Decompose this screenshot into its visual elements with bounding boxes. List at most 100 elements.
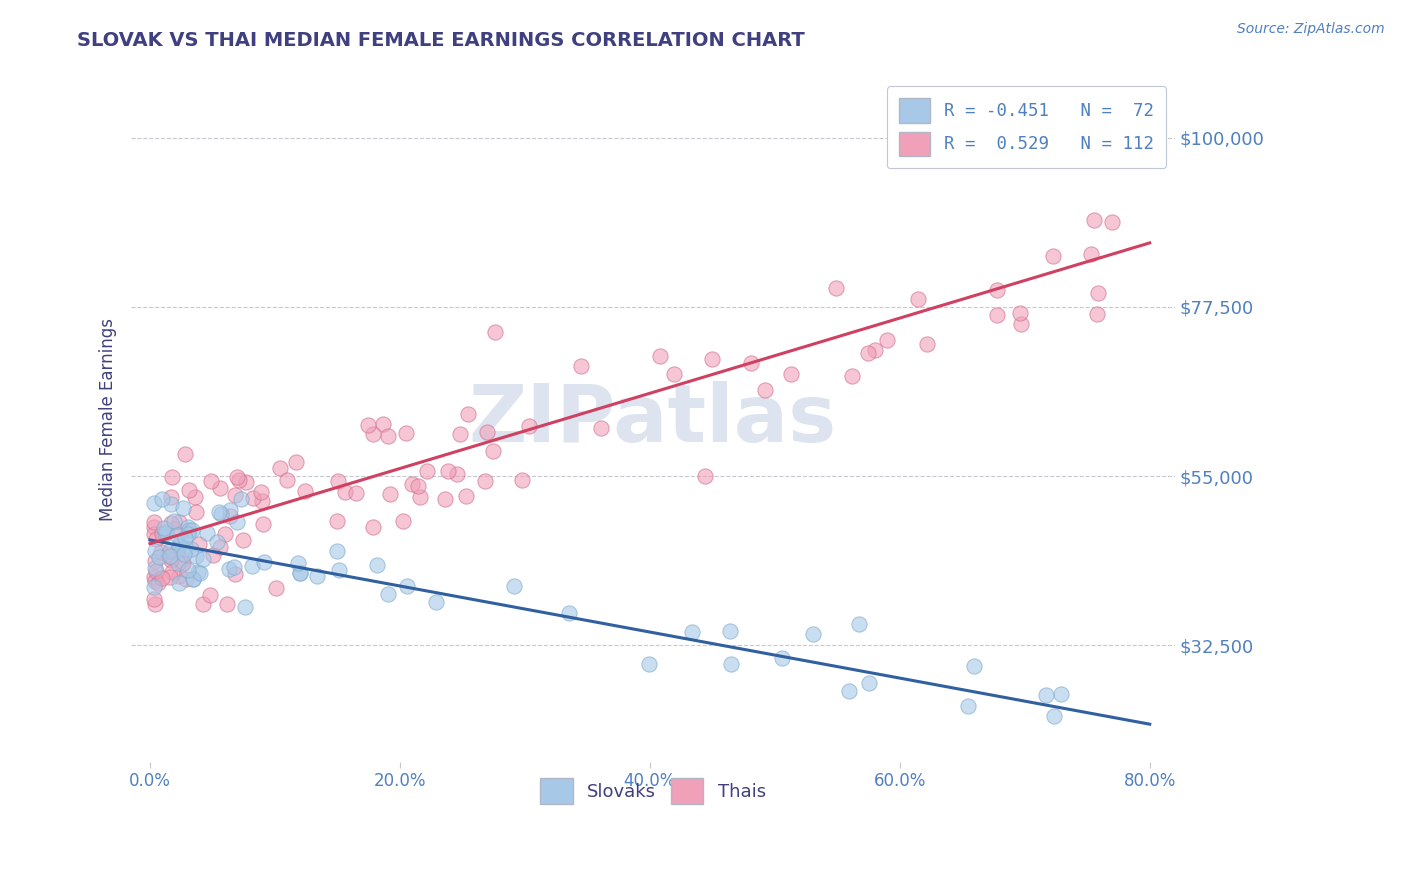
- Point: [825, 281, 848, 295]
- Point: [326, 474, 349, 488]
- Point: [142, 527, 165, 541]
- Point: [395, 579, 418, 593]
- Point: [219, 508, 242, 523]
- Point: [224, 566, 246, 581]
- Point: [335, 484, 357, 499]
- Point: [142, 581, 165, 595]
- Point: [377, 587, 399, 601]
- Point: [225, 515, 247, 529]
- Point: [167, 539, 190, 553]
- Point: [167, 576, 190, 591]
- Point: [856, 345, 879, 359]
- Text: SLOVAK VS THAI MEDIAN FEMALE EARNINGS CORRELATION CHART: SLOVAK VS THAI MEDIAN FEMALE EARNINGS CO…: [77, 31, 806, 50]
- Point: [143, 574, 166, 589]
- Point: [157, 547, 180, 561]
- Point: [159, 549, 181, 564]
- Point: [457, 407, 479, 421]
- Point: [366, 558, 388, 572]
- Point: [186, 549, 208, 564]
- Point: [160, 552, 183, 566]
- Point: [962, 658, 984, 673]
- Point: [456, 489, 478, 503]
- Point: [159, 544, 181, 558]
- Point: [288, 566, 311, 580]
- Point: [269, 460, 291, 475]
- Point: [174, 572, 197, 586]
- Point: [142, 570, 165, 584]
- Point: [1083, 213, 1105, 227]
- Point: [637, 657, 659, 671]
- Point: [195, 526, 218, 541]
- Point: [200, 474, 222, 488]
- Point: [326, 514, 349, 528]
- Point: [202, 548, 225, 562]
- Point: [160, 516, 183, 531]
- Point: [250, 484, 273, 499]
- Point: [720, 657, 742, 671]
- Point: [986, 308, 1008, 322]
- Point: [328, 563, 350, 577]
- Point: [446, 467, 468, 482]
- Point: [172, 556, 194, 570]
- Point: [433, 491, 456, 506]
- Point: [179, 523, 201, 537]
- Point: [153, 521, 176, 535]
- Point: [219, 503, 242, 517]
- Point: [326, 543, 349, 558]
- Point: [569, 359, 592, 373]
- Point: [208, 540, 231, 554]
- Point: [143, 597, 166, 611]
- Point: [181, 572, 204, 586]
- Point: [558, 607, 581, 621]
- Point: [406, 479, 429, 493]
- Point: [143, 554, 166, 568]
- Point: [252, 516, 274, 531]
- Point: [233, 600, 256, 615]
- Point: [224, 488, 246, 502]
- Point: [700, 351, 723, 366]
- Point: [184, 490, 207, 504]
- Point: [662, 367, 685, 381]
- Point: [143, 496, 166, 510]
- Point: [401, 476, 423, 491]
- Point: [153, 527, 176, 541]
- Point: [373, 417, 395, 432]
- Point: [159, 549, 181, 563]
- Point: [1035, 688, 1057, 702]
- Point: [181, 523, 204, 537]
- Point: [188, 566, 211, 581]
- Point: [224, 560, 246, 574]
- Point: [841, 368, 863, 383]
- Point: [957, 699, 980, 714]
- Point: [184, 505, 207, 519]
- Point: [163, 523, 186, 537]
- Point: [225, 470, 247, 484]
- Point: [437, 465, 460, 479]
- Point: [155, 524, 177, 539]
- Point: [1043, 709, 1066, 723]
- Legend: Slovaks, Thais: Slovaks, Thais: [530, 767, 776, 814]
- Point: [253, 555, 276, 569]
- Point: [173, 532, 195, 546]
- Point: [193, 597, 215, 611]
- Point: [191, 551, 214, 566]
- Point: [177, 483, 200, 498]
- Point: [264, 581, 287, 595]
- Point: [287, 556, 309, 570]
- Point: [415, 464, 437, 478]
- Point: [449, 426, 471, 441]
- Point: [240, 559, 263, 574]
- Point: [377, 429, 399, 443]
- Point: [148, 550, 170, 565]
- Point: [218, 562, 240, 576]
- Point: [145, 564, 167, 578]
- Text: Source: ZipAtlas.com: Source: ZipAtlas.com: [1237, 22, 1385, 37]
- Point: [160, 490, 183, 504]
- Point: [145, 533, 167, 547]
- Point: [650, 350, 672, 364]
- Point: [242, 491, 264, 506]
- Point: [307, 568, 329, 582]
- Point: [801, 627, 824, 641]
- Point: [1080, 246, 1102, 260]
- Point: [1050, 687, 1073, 701]
